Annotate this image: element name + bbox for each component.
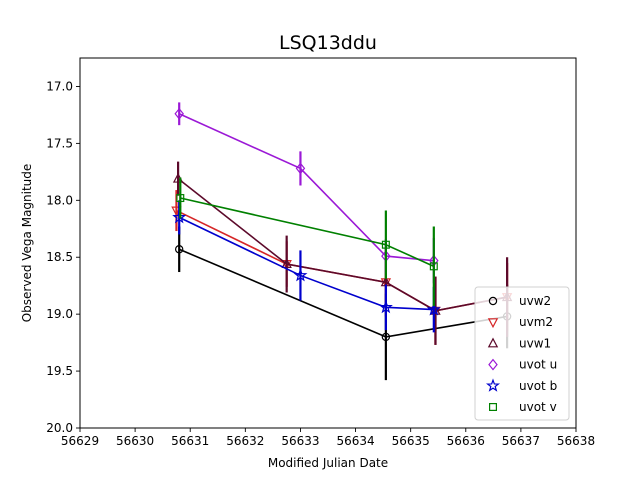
y-tick-label: 19.0 <box>46 307 73 321</box>
x-tick-label: 56630 <box>116 434 154 448</box>
legend-label: uvw1 <box>519 336 551 350</box>
y-tick-label: 18.5 <box>46 250 73 264</box>
legend-marker <box>489 403 498 412</box>
legend-box <box>474 286 570 421</box>
legend-label: uvot b <box>519 379 557 393</box>
data-point <box>429 262 438 271</box>
x-axis-title: Modified Julian Date <box>268 456 388 470</box>
legend-item-uvot-v: uvot v <box>489 400 557 414</box>
legend: uvw2 uvm2 uvw1 uvot u uvot b uvot v <box>474 286 570 421</box>
legend-marker <box>485 378 501 392</box>
legend-label: uvm2 <box>519 315 553 329</box>
y-tick-label: 18.0 <box>46 193 73 207</box>
legend-marker <box>487 318 499 329</box>
legend-item-uvot-b: uvot b <box>485 378 557 393</box>
legend-marker <box>488 296 498 306</box>
legend-item-uvm2: uvm2 <box>487 315 553 329</box>
data-point <box>426 302 441 316</box>
data-point <box>381 240 390 249</box>
y-axis-title: Observed Vega Magnitude <box>20 164 34 323</box>
data-point <box>174 245 184 254</box>
legend-item-uvw1: uvw1 <box>487 336 551 350</box>
x-tick-label: 56631 <box>171 434 209 448</box>
legend-label: uvot u <box>519 358 557 372</box>
x-tick-label: 56633 <box>281 434 319 448</box>
x-tick-label: 56629 <box>61 434 99 448</box>
x-tick-label: 56632 <box>226 434 264 448</box>
legend-item-uvw2: uvw2 <box>488 294 551 308</box>
data-point <box>295 162 306 175</box>
legend-label: uvot v <box>519 400 557 414</box>
data-point <box>172 210 187 224</box>
legend-marker <box>487 337 499 348</box>
data-point <box>281 258 292 269</box>
x-tick-label: 56634 <box>336 434 374 448</box>
data-point <box>293 268 308 282</box>
y-tick-label: 17.5 <box>46 136 73 150</box>
x-tick-label: 56636 <box>447 434 485 448</box>
data-point <box>174 107 184 120</box>
legend-item-uvot-u: uvot u <box>488 358 557 372</box>
series-line <box>178 216 434 311</box>
plot-area: 56629 56630 56631 56632 56633 56634 56635 56636… <box>46 57 595 448</box>
series-uvot-v <box>176 177 438 307</box>
axes-frame <box>79 57 577 429</box>
y-tick-label: 19.5 <box>46 364 73 378</box>
data-point <box>381 332 391 342</box>
series-line <box>178 113 434 262</box>
data-point <box>378 299 393 314</box>
chart-title: LSQ13ddu <box>279 32 377 54</box>
series-uvot-b <box>172 200 441 333</box>
x-tick-label: 56637 <box>502 434 540 448</box>
x-tick-label: 56638 <box>557 434 595 448</box>
legend-marker <box>488 358 498 371</box>
data-point <box>176 194 185 203</box>
x-tick-label: 56635 <box>392 434 430 448</box>
y-tick-label: 17.0 <box>46 79 73 93</box>
y-tick-label: 20.0 <box>46 421 73 435</box>
legend-label: uvw2 <box>519 294 551 308</box>
